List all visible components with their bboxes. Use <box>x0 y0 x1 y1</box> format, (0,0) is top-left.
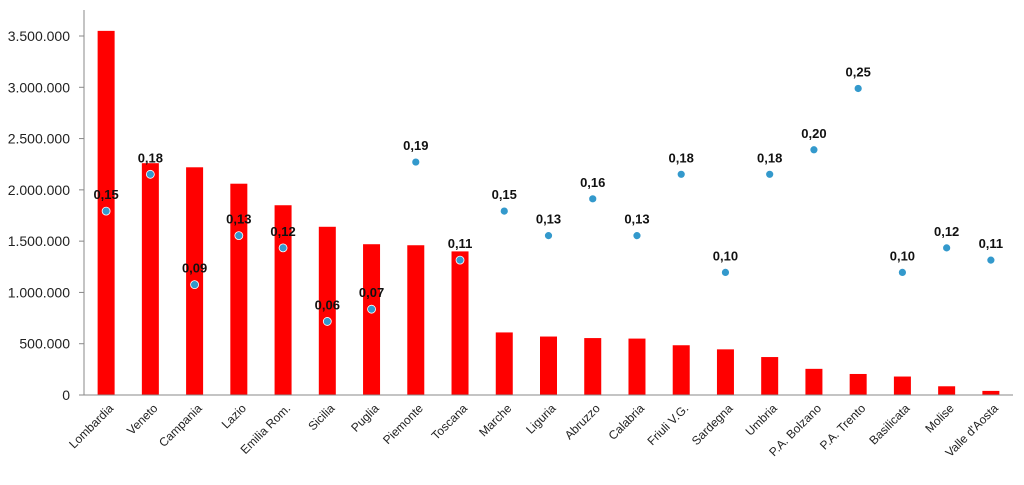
bar <box>584 338 602 395</box>
x-tick-label: Lombardia <box>66 401 116 451</box>
data-label: 0,18 <box>757 150 782 165</box>
bar <box>141 163 159 395</box>
bar <box>407 245 425 395</box>
y-tick-label: 1.500.000 <box>8 233 70 249</box>
bar <box>805 368 823 395</box>
data-point <box>632 231 642 241</box>
bar <box>672 345 690 395</box>
x-tick-label: Toscana <box>429 401 471 443</box>
x-tick-label: P.A. Trento <box>817 401 868 452</box>
x-tick-label: Calabria <box>606 401 648 443</box>
data-point <box>145 169 155 179</box>
bar <box>716 349 734 395</box>
x-tick-label: Sicilia <box>305 401 337 433</box>
data-point <box>544 231 553 241</box>
bar <box>318 226 336 395</box>
data-label: 0,18 <box>138 150 163 165</box>
data-label: 0,15 <box>492 187 517 202</box>
bar <box>938 386 956 395</box>
data-point <box>499 206 509 216</box>
data-point <box>588 194 598 204</box>
y-tick-label: 2.000.000 <box>8 182 70 198</box>
bar <box>274 205 292 395</box>
x-tick-label: Friuli V.G. <box>644 401 691 448</box>
data-label: 0,13 <box>226 212 251 227</box>
bar <box>982 390 1000 395</box>
x-tick-label: Veneto <box>124 401 161 438</box>
data-label: 0,13 <box>624 212 649 227</box>
data-label: 0,19 <box>403 138 428 153</box>
y-tick-label: 1.000.000 <box>8 284 70 300</box>
data-point <box>367 304 376 314</box>
data-label: 0,18 <box>669 150 694 165</box>
data-point <box>322 317 332 326</box>
data-point <box>234 231 244 241</box>
y-axis: 0 500.000 1.000.000 1.500.000 2.000.000 2.500… <box>8 10 85 403</box>
data-label: 0,12 <box>934 224 959 239</box>
data-point <box>455 255 465 265</box>
bar <box>540 336 557 395</box>
y-tick-label: 3.500.000 <box>8 28 70 44</box>
bar <box>761 357 779 395</box>
data-point <box>411 157 421 167</box>
data-point <box>676 169 686 179</box>
bar <box>495 332 513 395</box>
bar <box>628 338 646 395</box>
data-label: 0,13 <box>536 212 561 227</box>
y-tick-label: 500.000 <box>19 336 70 352</box>
data-point <box>986 255 996 265</box>
data-label: 0,12 <box>270 224 295 239</box>
data-point <box>721 267 730 277</box>
data-label: 0,16 <box>580 175 605 190</box>
y-tick-label: 2.500.000 <box>8 131 70 147</box>
points: 0,15 0,18 0,09 0,13 0,12 0,06 0,07 0,19 0,11 0,15… <box>93 64 1004 326</box>
data-label: 0,11 <box>448 236 473 251</box>
x-tick-label: Molise <box>922 401 957 436</box>
data-label: 0,09 <box>182 261 207 276</box>
x-tick-label: Puglia <box>348 401 382 435</box>
bar <box>849 373 867 395</box>
bar <box>363 244 381 395</box>
x-tick-label: Campania <box>156 401 205 450</box>
x-tick-label: Lazio <box>219 401 249 431</box>
x-tick-label: Marche <box>476 401 514 439</box>
x-tick-label: Basilicata <box>866 401 912 447</box>
x-tick-label: Sardegna <box>689 401 736 448</box>
data-label: 0,11 <box>979 236 1004 251</box>
data-point <box>101 206 111 216</box>
x-tick-label: Liguria <box>523 401 559 437</box>
data-point <box>898 267 907 277</box>
data-point <box>809 145 819 155</box>
data-label: 0,15 <box>93 187 118 202</box>
data-point <box>853 84 863 93</box>
data-label: 0,07 <box>359 285 384 300</box>
bar <box>893 376 911 395</box>
data-point <box>190 280 199 290</box>
x-tick-label: Piemonte <box>380 401 426 447</box>
data-point <box>942 243 952 253</box>
data-point <box>765 169 775 179</box>
data-label: 0,10 <box>890 248 915 263</box>
x-tick-label: Umbria <box>743 401 780 438</box>
bar <box>451 251 469 395</box>
data-label: 0,06 <box>315 297 340 312</box>
y-tick-label: 0 <box>62 387 70 403</box>
y-tick-label: 3.000.000 <box>8 79 70 95</box>
data-label: 0,25 <box>846 64 871 79</box>
data-label: 0,10 <box>713 248 738 263</box>
x-tick-label: Abruzzo <box>562 401 603 442</box>
data-point <box>278 243 288 253</box>
data-label: 0,20 <box>801 126 826 141</box>
